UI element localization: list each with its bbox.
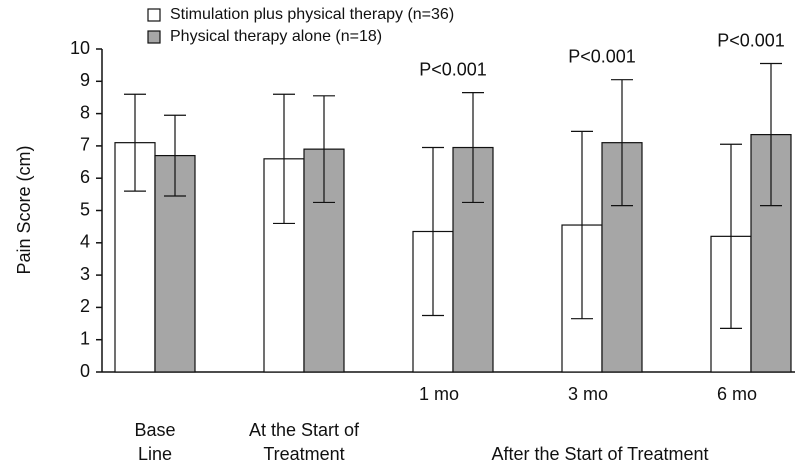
- y-tick-label: 8: [80, 102, 90, 122]
- y-tick-label: 4: [80, 232, 90, 252]
- y-tick-label: 9: [80, 70, 90, 90]
- y-tick-label: 3: [80, 264, 90, 284]
- y-tick-label: 1: [80, 328, 90, 348]
- error-bar: [124, 93, 146, 192]
- y-tick-label: 0: [80, 361, 90, 381]
- y-tick-label: 6: [80, 167, 90, 187]
- error-bar: [164, 114, 186, 197]
- legend-swatch: [147, 8, 161, 22]
- error-bar: [611, 79, 633, 207]
- annotation: P<0.001: [419, 59, 487, 79]
- x-tick-label: 1 mo: [418, 384, 460, 404]
- legend-label: Stimulation plus physical therapy (n=36): [170, 6, 454, 23]
- y-tick-label: 7: [80, 135, 90, 155]
- y-axis-label: Pain Score (cm): [14, 145, 34, 274]
- annotation: P<0.001: [568, 46, 636, 66]
- error-bar: [571, 130, 593, 320]
- y-tick-label: 10: [70, 38, 90, 58]
- y-tick-label: 5: [80, 199, 90, 219]
- legend-swatch: [147, 30, 161, 44]
- error-bar: [313, 95, 335, 204]
- error-bar: [273, 93, 295, 225]
- legend-label: Physical therapy alone (n=18): [170, 28, 382, 45]
- group-label: After the Start of Treatment: [491, 444, 709, 464]
- x-tick-label: 3 mo: [567, 384, 609, 404]
- error-bar: [422, 146, 444, 317]
- y-tick-label: 2: [80, 296, 90, 316]
- x-tick-label: 6 mo: [716, 384, 758, 404]
- x-tick-label: Base Line: [134, 420, 176, 464]
- error-bar: [760, 62, 782, 207]
- error-bar: [462, 92, 484, 204]
- error-bar: [720, 143, 742, 329]
- annotation: P<0.001: [717, 30, 785, 50]
- x-tick-label: At the Start of Treatment: [248, 420, 360, 464]
